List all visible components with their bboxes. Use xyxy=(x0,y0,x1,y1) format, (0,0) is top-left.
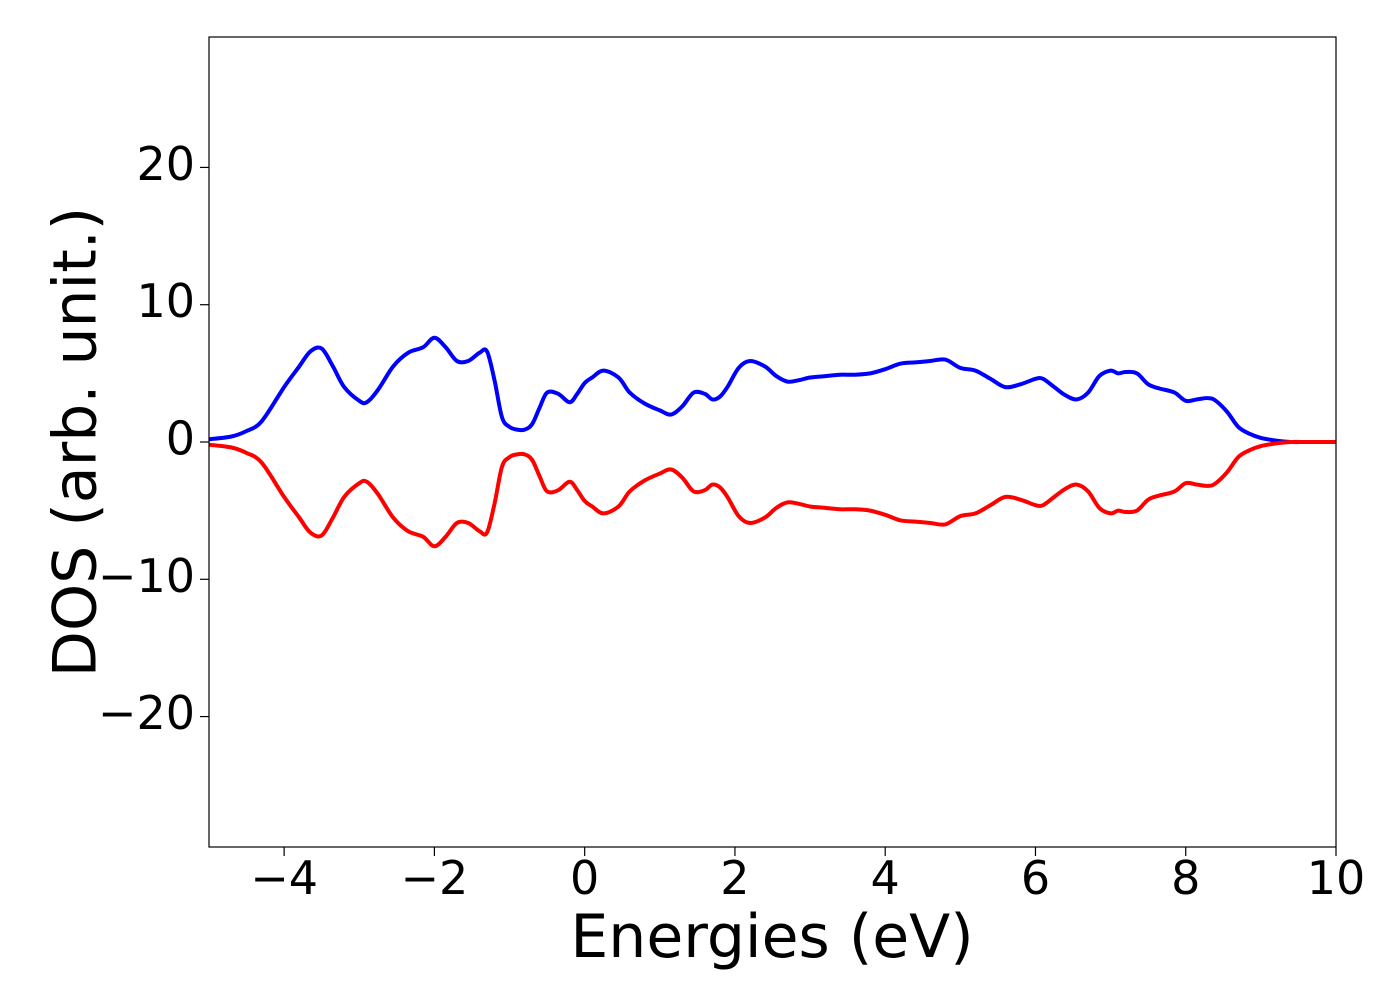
series-line-negative xyxy=(208,439,1336,549)
y-tick-label: 10 xyxy=(136,274,195,328)
y-axis-label: DOS (arb. unit.) xyxy=(41,207,111,677)
x-axis-label: Energies (eV) xyxy=(570,902,973,972)
series-line-positive xyxy=(208,335,1336,445)
x-tick-label: 6 xyxy=(1021,851,1050,905)
series-layer xyxy=(208,335,1336,549)
y-axis-ticks: 20 10 0 −10 −20 xyxy=(98,137,209,740)
x-tick-label: 2 xyxy=(720,851,749,905)
x-tick-label: 8 xyxy=(1171,851,1200,905)
x-tick-label: 0 xyxy=(570,851,599,905)
y-tick-label: −20 xyxy=(98,686,195,740)
x-tick-label: −4 xyxy=(250,851,318,905)
y-tick-label: −10 xyxy=(98,549,195,603)
x-axis-ticks: −4 −2 0 2 4 6 8 10 xyxy=(250,847,1365,905)
x-tick-label: −2 xyxy=(400,851,468,905)
y-tick-label: 20 xyxy=(136,137,195,191)
x-tick-label: 10 xyxy=(1307,851,1366,905)
x-tick-label: 4 xyxy=(871,851,900,905)
y-tick-label: 0 xyxy=(166,412,195,466)
plot-frame xyxy=(208,36,1337,848)
